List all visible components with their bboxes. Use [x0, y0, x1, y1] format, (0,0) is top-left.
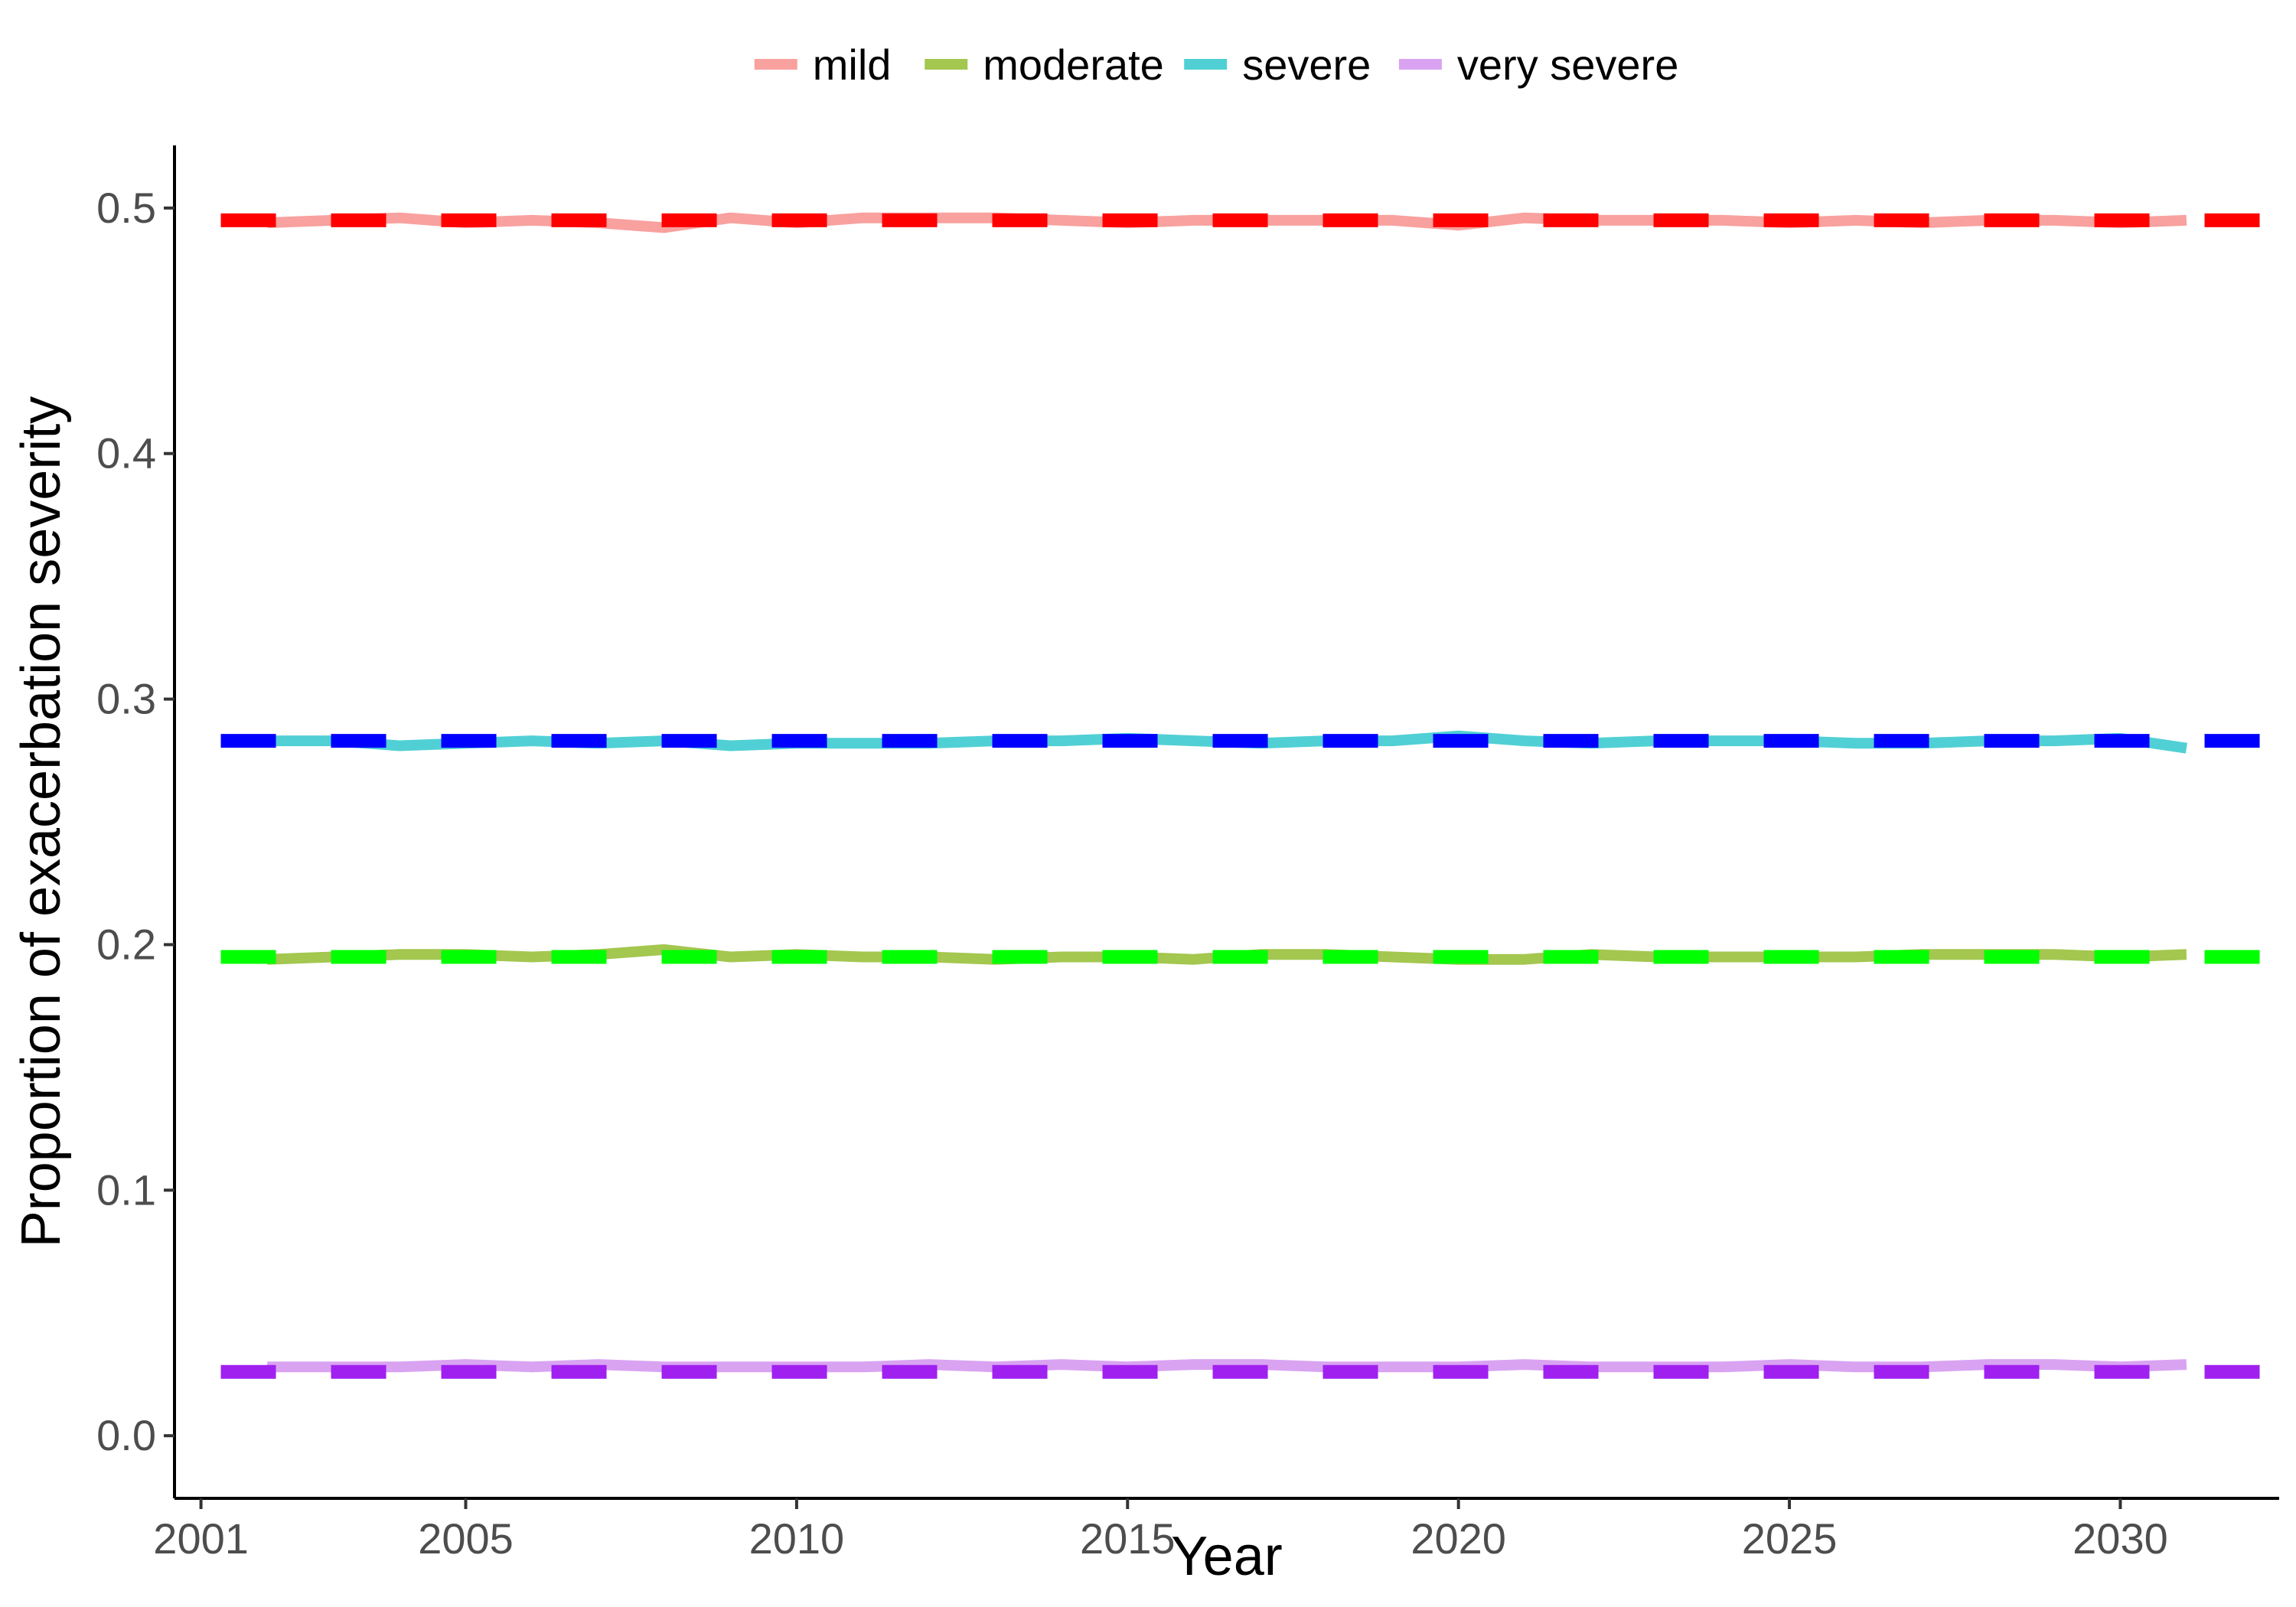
y-tick-label: 0.4 — [96, 429, 156, 478]
legend-label-moderate: moderate — [983, 41, 1164, 89]
y-tick-label: 0.2 — [96, 920, 156, 968]
x-axis-ticks: 2001 2005 2010 2015 2020 2025 2030 — [153, 1498, 2168, 1563]
legend-label-severe: severe — [1242, 41, 1371, 89]
x-tick-label: 2010 — [749, 1514, 845, 1563]
x-axis-title: Year — [1171, 1526, 1282, 1587]
y-axis-ticks: 0.0 0.1 0.2 0.3 0.4 0.5 — [96, 184, 174, 1459]
legend: mild moderate severe very severe — [754, 41, 1678, 89]
reference-lines — [220, 213, 2279, 1379]
y-tick-label: 0.3 — [96, 675, 156, 723]
y-tick-label: 0.1 — [96, 1165, 156, 1214]
x-tick-label: 2001 — [153, 1514, 249, 1563]
y-tick-label: 0.5 — [96, 184, 156, 232]
y-tick-label: 0.0 — [96, 1411, 156, 1459]
x-tick-label: 2020 — [1411, 1514, 1506, 1563]
x-tick-label: 2015 — [1080, 1514, 1176, 1563]
series-lines — [266, 212, 2187, 1373]
legend-label-mild: mild — [813, 41, 892, 89]
y-axis-title: Proportion of exacerbation severity — [11, 396, 72, 1248]
series-line-very-severe — [267, 1359, 2187, 1373]
x-tick-label: 2030 — [2073, 1514, 2168, 1563]
legend-label-very-severe: very severe — [1457, 41, 1678, 89]
x-tick-label: 2025 — [1742, 1514, 1838, 1563]
x-tick-label: 2005 — [418, 1514, 514, 1563]
